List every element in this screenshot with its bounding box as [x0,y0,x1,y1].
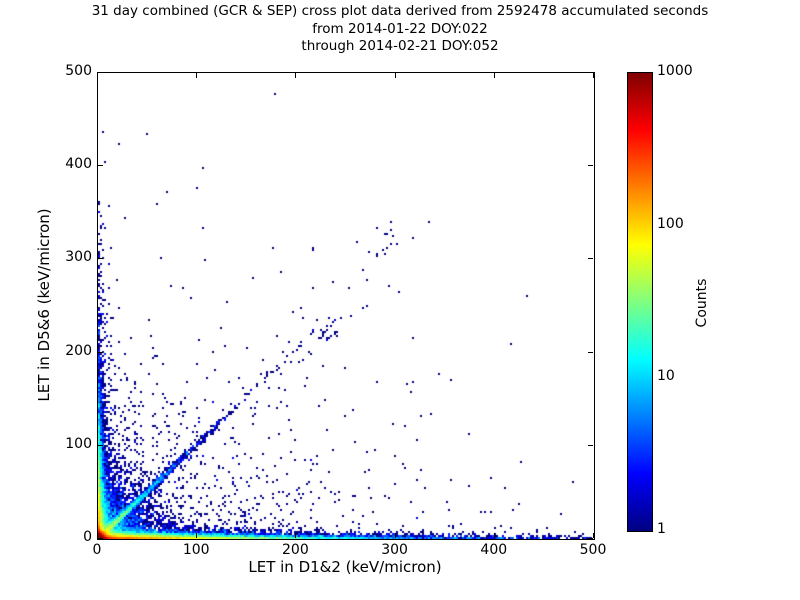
x-tick-mark-top [295,73,297,78]
y-tick-mark [98,444,103,446]
colorbar-gradient [627,72,653,532]
colorbar-tick-label: 100 [657,215,684,232]
colorbar-tick-label: 10 [657,368,675,385]
plot-title-line1: 31 day combined (GCR & SEP) cross plot d… [91,3,709,19]
colorbar-label: Counts [694,278,710,328]
x-tick-label: 400 [480,542,508,558]
x-tick-mark-top [493,73,495,78]
x-tick-mark [493,533,495,538]
y-tick-label: 100 [65,435,92,452]
x-tick-mark [593,533,594,538]
plot-area [97,72,595,540]
colorbar-tick-label: 1 [657,521,666,537]
plot-title-line3: through 2014-02-21 DOY:052 [301,38,499,54]
x-tick-label: 500 [579,542,607,558]
y-tick-label: 500 [65,63,92,79]
title-block: 31 day combined (GCR & SEP) cross plot d… [0,3,800,56]
y-tick-mark-right [588,538,593,539]
plot-title-line2: from 2014-01-22 DOY:022 [312,20,488,37]
x-tick-label: 300 [381,542,408,558]
y-tick-mark [98,538,103,539]
x-tick-mark-top [196,73,198,78]
x-tick-mark [196,533,198,538]
y-tick-mark [98,165,103,167]
x-tick-label: 100 [182,542,210,558]
x-tick-label: 0 [92,542,102,558]
x-tick-mark-top [593,73,594,78]
y-tick-mark [98,351,103,353]
y-tick-mark [98,258,103,260]
y-tick-mark-right [588,351,593,353]
x-tick-mark [295,533,297,538]
x-axis-label: LET in D1&2 (keV/micron) [248,558,442,576]
colorbar-tick-label: 1000 [657,63,693,79]
y-tick-mark-right [588,165,593,167]
y-tick-mark-right [588,72,593,73]
y-axis-label: LET in D5&6 (keV/micron) [35,208,53,402]
y-tick-label: 0 [83,529,92,545]
y-tick-mark-right [588,444,593,446]
scatter-density-canvas [98,73,594,539]
y-tick-label: 200 [65,342,92,359]
y-tick-mark-right [588,258,593,260]
x-tick-label: 200 [282,542,309,558]
x-tick-mark-top [394,73,396,78]
x-tick-mark-top [97,73,98,78]
x-tick-mark [97,533,98,538]
x-tick-mark [394,533,396,538]
y-tick-mark [98,72,103,73]
y-tick-label: 300 [65,249,92,266]
y-tick-label: 400 [65,156,92,173]
